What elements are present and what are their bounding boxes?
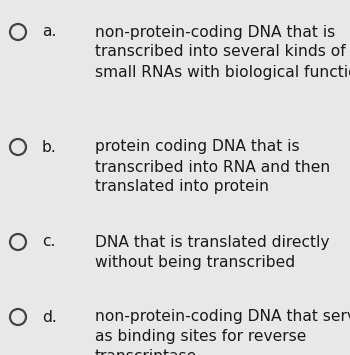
Text: transcribed into RNA and then: transcribed into RNA and then (95, 159, 330, 175)
Text: transcribed into several kinds of: transcribed into several kinds of (95, 44, 346, 60)
Text: transcriptase: transcriptase (95, 350, 197, 355)
Text: non-protein-coding DNA that serves: non-protein-coding DNA that serves (95, 310, 350, 324)
Text: without being transcribed: without being transcribed (95, 255, 295, 269)
Text: protein coding DNA that is: protein coding DNA that is (95, 140, 300, 154)
Text: d.: d. (42, 310, 57, 324)
Text: b.: b. (42, 140, 57, 154)
Text: c.: c. (42, 235, 55, 250)
Text: non-protein-coding DNA that is: non-protein-coding DNA that is (95, 24, 335, 39)
Text: small RNAs with biological function: small RNAs with biological function (95, 65, 350, 80)
Text: DNA that is translated directly: DNA that is translated directly (95, 235, 329, 250)
Text: as binding sites for reverse: as binding sites for reverse (95, 329, 306, 344)
Text: translated into protein: translated into protein (95, 180, 269, 195)
Text: a.: a. (42, 24, 56, 39)
